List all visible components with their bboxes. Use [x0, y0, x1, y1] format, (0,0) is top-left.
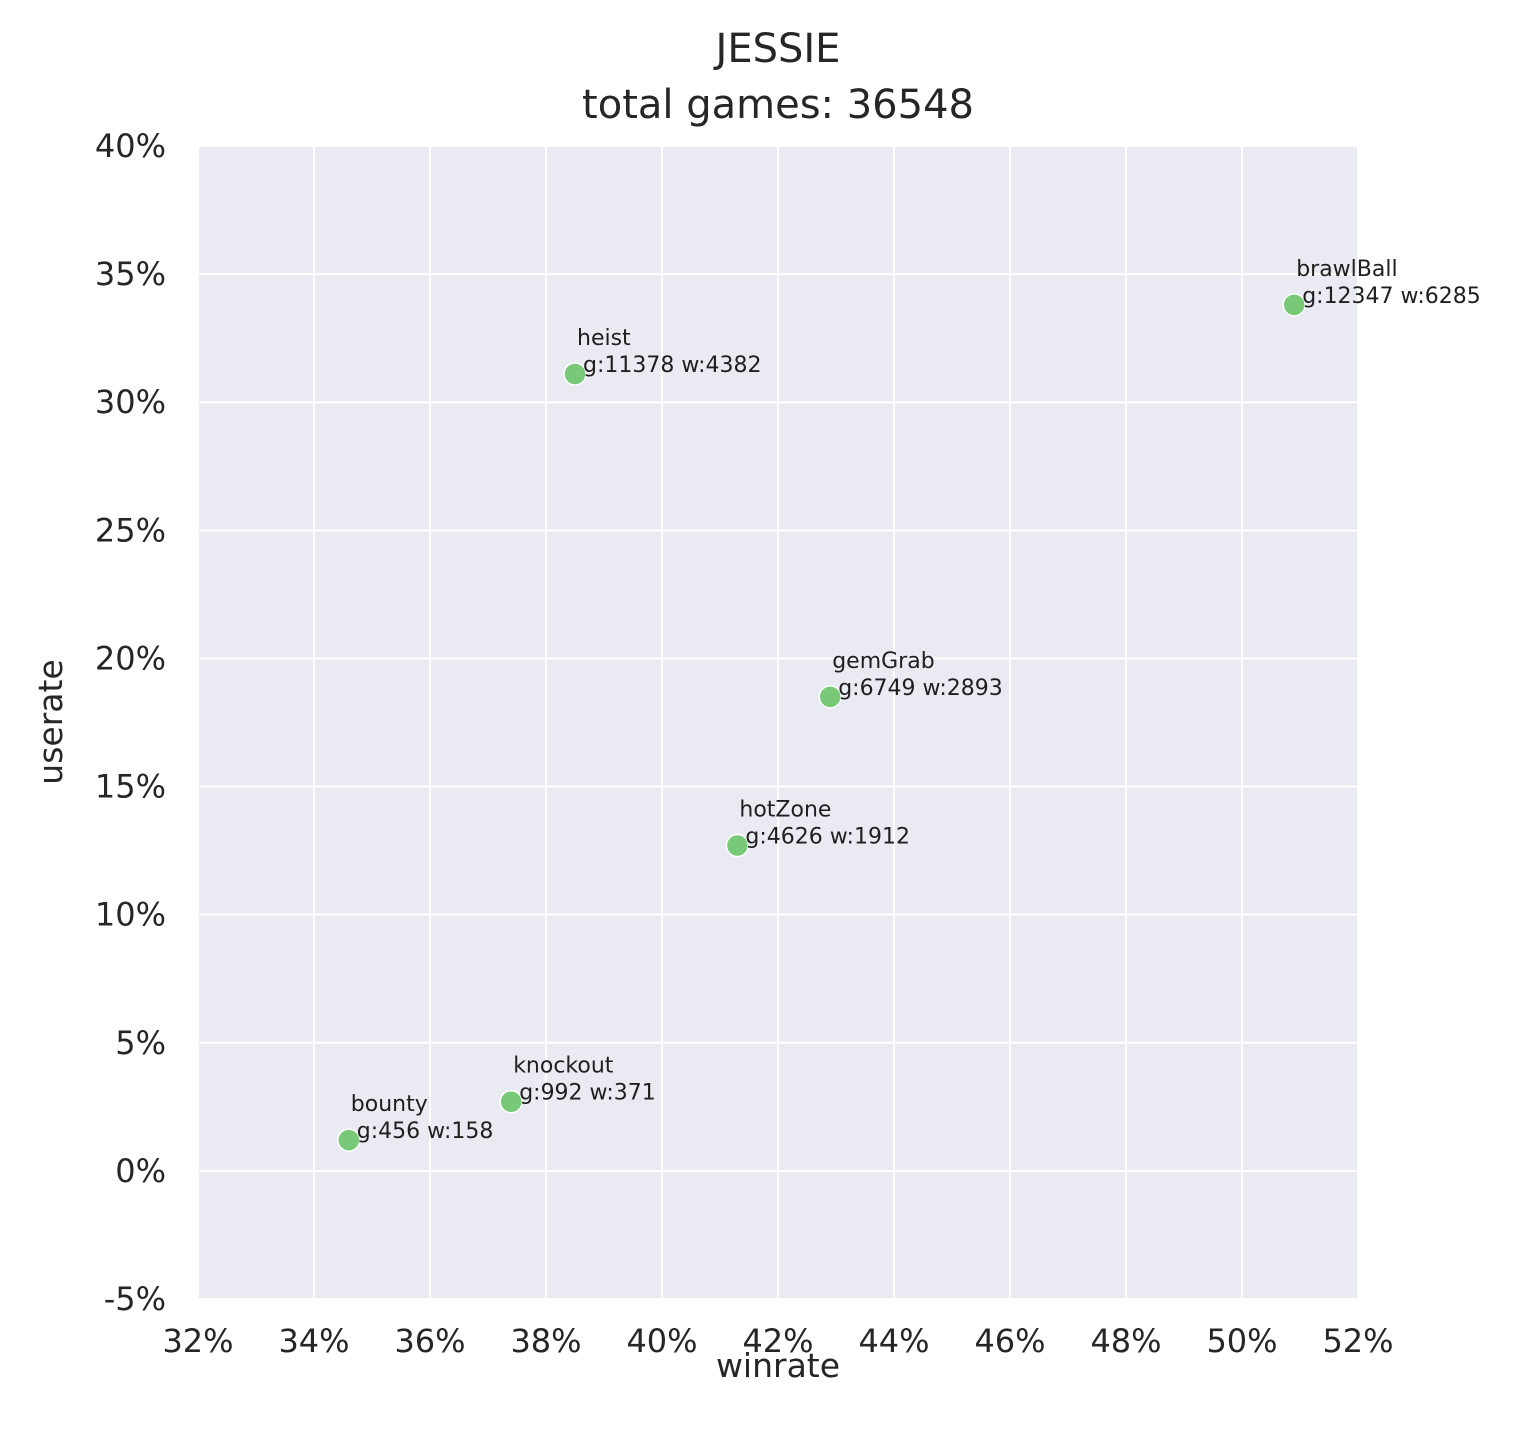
data-point [563, 362, 587, 386]
x-tick-label: 50% [1206, 1322, 1277, 1360]
x-tick-labels: 32% 34% 36% 38% 40% 42% 44% 46% 48% 50% 52% [162, 1322, 1393, 1360]
x-tick-label: 34% [278, 1322, 349, 1360]
data-points [337, 293, 1306, 1152]
x-tick-label: 44% [858, 1322, 929, 1360]
point-detail-label: g:4626 w:1912 [745, 824, 910, 849]
point-mode-label: gemGrab [832, 649, 934, 674]
x-tick-label: 36% [394, 1322, 465, 1360]
point-mode-label: knockout [513, 1054, 614, 1079]
y-tick-label: 35% [95, 255, 166, 293]
y-axis-label: userate [31, 659, 70, 784]
x-axis-label: winrate [716, 1346, 840, 1385]
y-tick-label: 15% [95, 768, 166, 806]
y-tick-label: -5% [104, 1280, 166, 1318]
grid-lines [197, 145, 1359, 1300]
y-tick-label: 40% [95, 127, 166, 165]
data-point [818, 685, 842, 709]
chart-subtitle: total games: 36548 [582, 82, 974, 128]
y-tick-labels: -5% 0% 5% 10% 15% 20% 25% 30% 35% 40% [95, 127, 166, 1318]
x-tick-label: 46% [974, 1322, 1045, 1360]
chart-title: JESSIE [713, 26, 841, 72]
point-mode-label: bounty [351, 1092, 428, 1117]
data-point [499, 1089, 523, 1114]
point-detail-label: g:11378 w:4382 [583, 353, 762, 378]
point-detail-label: g:456 w:158 [357, 1119, 494, 1144]
data-point [1282, 293, 1306, 317]
x-tick-label: 32% [162, 1322, 233, 1360]
y-tick-label: 25% [95, 511, 166, 549]
point-detail-label: g:992 w:371 [519, 1081, 656, 1106]
y-tick-label: 10% [95, 896, 166, 934]
y-tick-label: 30% [95, 383, 166, 421]
x-tick-label: 40% [626, 1322, 697, 1360]
x-tick-label: 48% [1090, 1322, 1161, 1360]
data-point [337, 1128, 361, 1152]
x-tick-label: 42% [742, 1322, 813, 1360]
point-detail-label: g:12347 w:6285 [1302, 284, 1481, 309]
data-point [725, 833, 750, 858]
y-tick-label: 20% [95, 639, 166, 677]
y-tick-label: 5% [115, 1024, 166, 1062]
point-mode-label: brawlBall [1296, 257, 1397, 282]
point-mode-label: hotZone [739, 797, 831, 822]
point-detail-label: g:6749 w:2893 [838, 676, 1003, 701]
x-tick-label: 52% [1322, 1322, 1393, 1360]
point-mode-label: heist [577, 326, 631, 351]
x-tick-label: 38% [510, 1322, 581, 1360]
y-tick-label: 0% [115, 1152, 166, 1190]
